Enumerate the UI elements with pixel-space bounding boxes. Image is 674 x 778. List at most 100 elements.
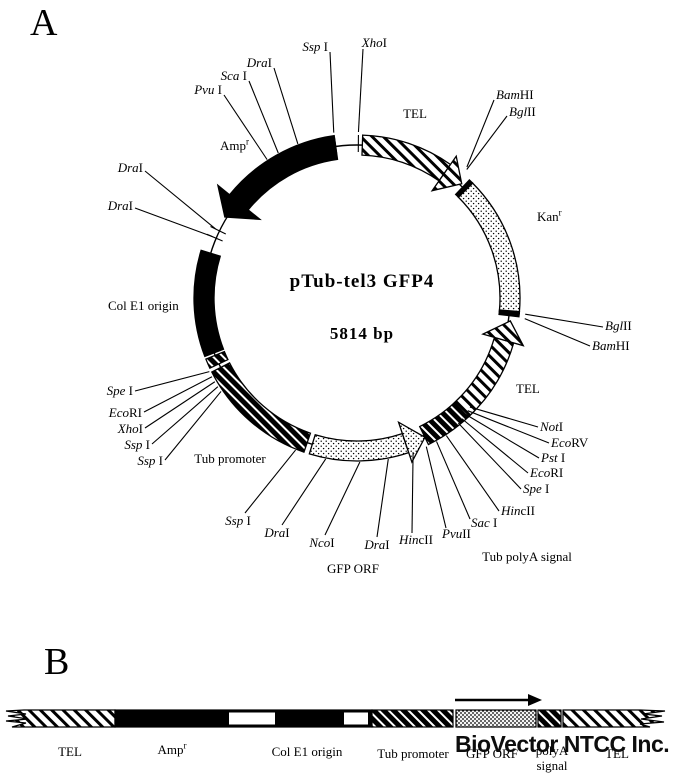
linear-label-signal-6-text: signal <box>536 758 568 773</box>
site-label-ecori-12: EcoRI <box>530 466 563 480</box>
site-label-drai-27-italic: Dra <box>117 160 139 175</box>
linear-label-gfp-orf-4: GFP ORF <box>466 747 518 761</box>
site-label-xhoi-24-italic: Xho <box>117 421 139 436</box>
site-label-drai-20-italic: Dra <box>264 525 286 540</box>
segment-kan-resistance <box>457 181 521 315</box>
region-label-amp: Ampr <box>220 137 249 153</box>
site-label-ecorv-10-text: RV <box>571 435 589 450</box>
site-label-bamhi-8-italic: Bam <box>592 338 616 353</box>
site-label-drai-2-text: I <box>267 55 272 70</box>
site-label-hincii-17-text: cII <box>418 532 433 547</box>
region-label-col-e1-origin-text: Col E1 origin <box>108 298 179 313</box>
site-label-bamhi-5-italic: Bam <box>496 87 520 102</box>
site-tick-28 <box>206 233 223 242</box>
linear-label-amp-1-text: Amp <box>157 742 184 757</box>
plasmid-name: pTub-tel3 GFP4 <box>289 271 435 292</box>
leader-line-drai-27 <box>144 170 217 230</box>
leader-line-xhoi-4 <box>357 48 364 133</box>
site-label-drai-18: DraI <box>364 538 389 552</box>
linear-label-amp-1-sup: r <box>183 740 187 751</box>
linear-map-layer <box>5 694 666 728</box>
site-tick-27 <box>210 226 227 235</box>
region-label-kan-text: Kan <box>537 209 559 224</box>
site-label-sspi-3-italic: Ssp <box>302 39 321 54</box>
segment-amp-resistance-arrowhead <box>216 183 262 221</box>
site-label-hincii-17: HincII <box>399 533 433 547</box>
site-label-sspi-26-text: I <box>155 453 163 468</box>
region-label-tel: TEL <box>516 382 540 396</box>
leader-line-drai-18 <box>376 458 389 538</box>
bar-segment-gap-2 <box>344 712 368 725</box>
leader-line-drai-2 <box>273 67 299 145</box>
site-label-drai-28: DraI <box>108 199 133 213</box>
region-label-amp-text: Amp <box>220 138 246 153</box>
linear-label-tel-0: TEL <box>58 745 82 759</box>
site-label-saci-15: Sac I <box>471 516 497 530</box>
leader-line-hincii-17 <box>411 452 414 534</box>
site-label-xhoi-24: XhoI <box>118 422 143 436</box>
linear-label-gfp-orf-4-text: GFP ORF <box>466 746 518 761</box>
site-label-sspi-3: Ssp I <box>302 40 328 54</box>
site-label-hincii-14: HincII <box>501 504 535 518</box>
site-tick-3 <box>333 136 338 154</box>
site-label-drai-28-text: I <box>128 198 133 213</box>
site-label-ecori-12-text: RI <box>550 465 564 480</box>
region-label-kan: Kanr <box>537 207 562 224</box>
region-label-col-e1-origin: Col E1 origin <box>108 299 179 313</box>
linear-label-tub-promoter-3-text: Tub promoter <box>377 746 449 761</box>
leader-line-ecorv-10 <box>467 410 550 444</box>
linear-label-amp-1: Ampr <box>157 740 187 757</box>
site-label-bamhi-5-text: HI <box>519 87 534 102</box>
site-label-drai-2-italic: Dra <box>246 55 268 70</box>
site-label-pvuii-16-text: II <box>462 526 471 541</box>
site-label-bamhi-8-text: HI <box>615 338 630 353</box>
segment-gfp-orf <box>308 432 410 462</box>
region-label-kan-sup: r <box>558 207 562 218</box>
site-label-sspi-21-italic: Ssp <box>225 513 244 528</box>
site-label-sspi-25: Ssp I <box>124 438 150 452</box>
leader-line-noti-9 <box>469 406 539 428</box>
segment-gfp-orf-arrowhead <box>397 420 426 464</box>
linear-label-tel-7-text: TEL <box>605 746 629 761</box>
linear-label-signal-6: signal <box>536 759 567 773</box>
site-label-drai-27: DraI <box>118 161 143 175</box>
site-label-xhoi-4-italic: Xho <box>361 35 383 50</box>
site-label-sspi-25-italic: Ssp <box>124 437 143 452</box>
bar-segment-gfp-orf <box>455 709 537 728</box>
leader-line-ecori-23 <box>143 376 213 413</box>
linear-label-tel-7: TEL <box>605 747 629 761</box>
site-label-psti-11: Pst I <box>541 451 565 465</box>
site-label-psti-11-text: I <box>557 450 566 465</box>
site-label-bamhi-8: BamHI <box>592 339 630 353</box>
region-label-tub-polya-signal: Tub polyA signal <box>482 550 572 564</box>
segment-col-e1-origin <box>193 249 225 358</box>
segment-tel-right-arrowhead <box>481 320 525 347</box>
site-label-bglii-7-italic: Bgl <box>605 318 624 333</box>
segment-kan-cap-end <box>498 309 521 318</box>
site-label-bglii-7-text: II <box>623 318 632 333</box>
leader-line-spei-22 <box>134 371 210 392</box>
leader-line-sspi-21 <box>244 449 296 514</box>
site-label-pvui-0-italic: Pvu <box>194 82 215 97</box>
leader-line-bglii-6 <box>466 115 508 170</box>
site-label-saci-15-italic: Sac <box>471 515 490 530</box>
segment-tel-top-arrowhead <box>430 154 463 192</box>
region-label-tub-polya-signal-text: Tub polyA signal <box>482 549 572 564</box>
site-label-xhoi-4: XhoI <box>362 36 387 50</box>
site-label-bglii-6-italic: Bgl <box>509 104 528 119</box>
leader-line-pvui-0 <box>223 94 268 160</box>
site-label-xhoi-24-text: I <box>138 421 143 436</box>
site-label-spei-22-italic: Spe <box>106 383 126 398</box>
site-label-noti-9-text: I <box>558 419 564 434</box>
site-label-drai-27-text: I <box>138 160 143 175</box>
leader-line-drai-28 <box>134 207 213 238</box>
site-label-drai-2: DraI <box>247 56 272 70</box>
site-label-drai-20-text: I <box>285 525 290 540</box>
site-label-spei-22-text: I <box>125 383 133 398</box>
leader-line-saci-15 <box>436 441 471 520</box>
panel-b-letter: B <box>44 641 70 683</box>
site-label-sspi-3-text: I <box>320 39 328 54</box>
site-label-ecorv-10-italic: Eco <box>551 435 572 450</box>
site-label-hincii-14-italic: Hin <box>501 503 521 518</box>
site-label-drai-20: DraI <box>264 526 289 540</box>
